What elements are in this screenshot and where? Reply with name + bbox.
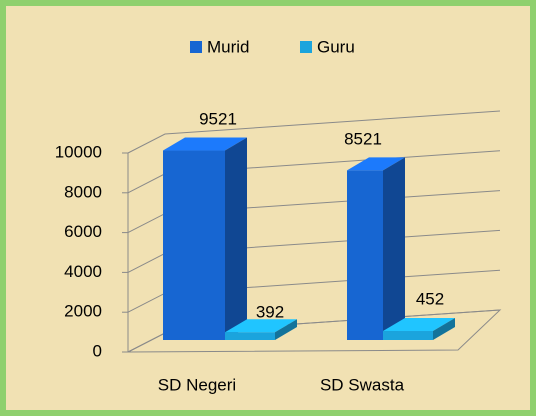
bar-front (225, 332, 275, 340)
bar-top (347, 157, 405, 171)
bar-top (225, 319, 297, 333)
bar-front (347, 170, 383, 340)
y-tick-label: 6000 (64, 222, 102, 241)
data-label: 9521 (199, 109, 237, 128)
y-tick-label: 0 (93, 341, 102, 360)
y-tick-label: 8000 (64, 182, 102, 201)
x-tick-label: SD Negeri (158, 375, 236, 394)
bar-side (383, 157, 405, 340)
legend-swatch (190, 41, 202, 53)
bar-top (163, 137, 247, 151)
bar-side (275, 319, 297, 340)
y-tick-label: 2000 (64, 302, 102, 321)
legend-label: Guru (317, 37, 355, 56)
x-tick-label: SD Swasta (320, 375, 405, 394)
y-tick-label: 4000 (64, 262, 102, 281)
bar-side (225, 137, 247, 340)
bar-front (163, 150, 225, 340)
data-label: 8521 (344, 129, 382, 148)
data-label: 392 (256, 302, 284, 321)
bar-front (383, 331, 433, 340)
bar-side (433, 318, 455, 340)
grid-line (127, 110, 501, 154)
legend-swatch (300, 41, 312, 53)
bar-top (383, 318, 455, 332)
legend-label: Murid (207, 37, 250, 56)
y-tick-label: 10000 (55, 142, 102, 161)
data-label: 452 (416, 289, 444, 308)
